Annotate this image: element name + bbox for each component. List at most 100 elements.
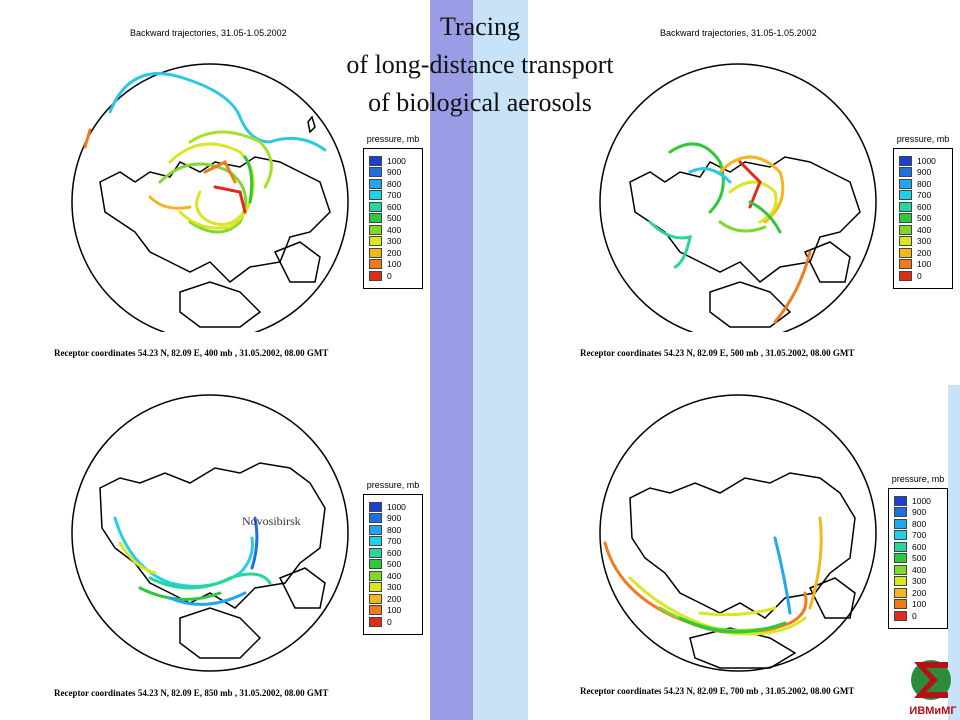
legend-swatch <box>899 201 912 212</box>
legend-swatch <box>369 593 382 604</box>
legend-label: 700 <box>387 536 402 547</box>
legend-label: 600 <box>917 201 932 212</box>
legend-label: 400 <box>917 224 932 235</box>
legend-entry: 700 <box>369 190 417 202</box>
legend-label: 600 <box>387 547 402 558</box>
legend-label: 400 <box>387 570 402 581</box>
receptor-caption: Receptor coordinates 54.23 N, 82.09 E, 5… <box>580 348 855 358</box>
polar-map <box>71 394 349 672</box>
legend-label: 200 <box>387 247 402 258</box>
legend-entry: 100 <box>899 259 947 271</box>
legend-label: 0 <box>912 610 917 621</box>
legend-entry: 700 <box>894 530 942 542</box>
legend-entry: 400 <box>369 224 417 236</box>
legend-label: 500 <box>387 213 402 224</box>
map-panel-700mb: pressure, mb 1000 900 800 700 600 500 400 300 20… <box>570 368 960 708</box>
legend-entry: 800 <box>899 178 947 190</box>
legend-label: 0 <box>917 270 922 281</box>
panel-title: Backward trajectories, 31.05-1.05.2002 <box>660 28 817 38</box>
legend-swatch <box>899 224 912 235</box>
legend-label: 900 <box>387 167 402 178</box>
legend-swatch <box>894 541 907 552</box>
legend-swatch <box>899 178 912 189</box>
legend-label: 400 <box>912 564 927 575</box>
legend-label: 1000 <box>917 155 936 166</box>
legend-label: 300 <box>912 576 927 587</box>
decorative-stripe-right <box>948 385 960 720</box>
legend-scale: 1000 900 800 700 600 500 400 300 200 100 0 <box>888 488 948 629</box>
legend-title: pressure, mb <box>896 134 950 144</box>
legend-scale: 1000 900 800 700 600 500 400 300 200 100 0 <box>363 148 423 289</box>
legend-swatch <box>369 559 382 570</box>
legend-label: 500 <box>387 559 402 570</box>
legend-swatch <box>369 236 382 247</box>
coastlines <box>99 462 326 659</box>
legend-entry: 600 <box>894 541 942 553</box>
title-line-1: Tracing <box>440 12 520 41</box>
legend-entry: 900 <box>369 513 417 525</box>
legend-swatch <box>369 270 382 281</box>
receptor-caption: Receptor coordinates 54.23 N, 82.09 E, 7… <box>580 686 855 696</box>
legend-swatch <box>369 524 382 535</box>
legend-swatch <box>894 564 907 575</box>
legend-entry: 100 <box>894 599 942 611</box>
legend-swatch <box>369 167 382 178</box>
legend-swatch <box>899 155 912 166</box>
legend-entry: 500 <box>894 553 942 565</box>
legend-label: 200 <box>917 247 932 258</box>
legend-label: 500 <box>917 213 932 224</box>
legend-label: 300 <box>917 236 932 247</box>
legend-label: 200 <box>387 593 402 604</box>
legend-swatch <box>894 495 907 506</box>
legend-swatch <box>369 178 382 189</box>
legend-label: 1000 <box>387 155 406 166</box>
legend-swatch <box>369 213 382 224</box>
map-panel-400mb: Backward trajectories, 31.05-1.05.2002 p… <box>40 22 455 362</box>
legend-swatch <box>894 599 907 610</box>
legend-entry: 0 <box>894 610 942 622</box>
legend-entry: 1000 <box>369 155 417 167</box>
legend-entry: 500 <box>899 213 947 225</box>
legend-label: 600 <box>387 201 402 212</box>
polar-map <box>71 63 349 332</box>
legend-label: 1000 <box>912 495 931 506</box>
legend-swatch <box>369 190 382 201</box>
decorative-stripe-light <box>473 0 528 720</box>
legend-entry: 1000 <box>894 495 942 507</box>
sigma-icon <box>914 662 948 698</box>
legend-title: pressure, mb <box>366 480 420 490</box>
legend-swatch <box>369 247 382 258</box>
legend-label: 200 <box>912 587 927 598</box>
legend-swatch <box>899 259 912 270</box>
legend-swatch <box>369 547 382 558</box>
slide-title: Tracing of long-distance transport of bi… <box>290 8 670 122</box>
legend-label: 100 <box>912 599 927 610</box>
legend-swatch <box>894 518 907 529</box>
panel-title: Backward trajectories, 31.05-1.05.2002 <box>130 28 287 38</box>
legend-entry: 900 <box>894 507 942 519</box>
legend-label: 400 <box>387 224 402 235</box>
legend-label: 700 <box>912 530 927 541</box>
legend-entry: 800 <box>894 518 942 530</box>
pressure-legend: pressure, mb 1000 900 800 700 600 500 400 300 20… <box>363 480 423 635</box>
legend-label: 100 <box>387 259 402 270</box>
legend-entry: 400 <box>369 570 417 582</box>
legend-swatch <box>899 270 912 281</box>
legend-label: 0 <box>387 616 392 627</box>
legend-title: pressure, mb <box>891 474 945 484</box>
legend-swatch <box>894 553 907 564</box>
map-boundary-circle <box>599 63 877 332</box>
legend-entry: 600 <box>899 201 947 213</box>
legend-entry: 300 <box>899 236 947 248</box>
legend-entry: 400 <box>894 564 942 576</box>
legend-entry: 0 <box>369 270 417 282</box>
legend-label: 800 <box>387 524 402 535</box>
legend-swatch <box>369 155 382 166</box>
map-boundary-circle <box>71 63 349 332</box>
legend-entry: 200 <box>369 593 417 605</box>
legend-label: 900 <box>912 507 927 518</box>
coastlines <box>629 156 861 328</box>
legend-entry: 200 <box>369 247 417 259</box>
legend-swatch <box>369 501 382 512</box>
legend-entry: 100 <box>369 605 417 617</box>
